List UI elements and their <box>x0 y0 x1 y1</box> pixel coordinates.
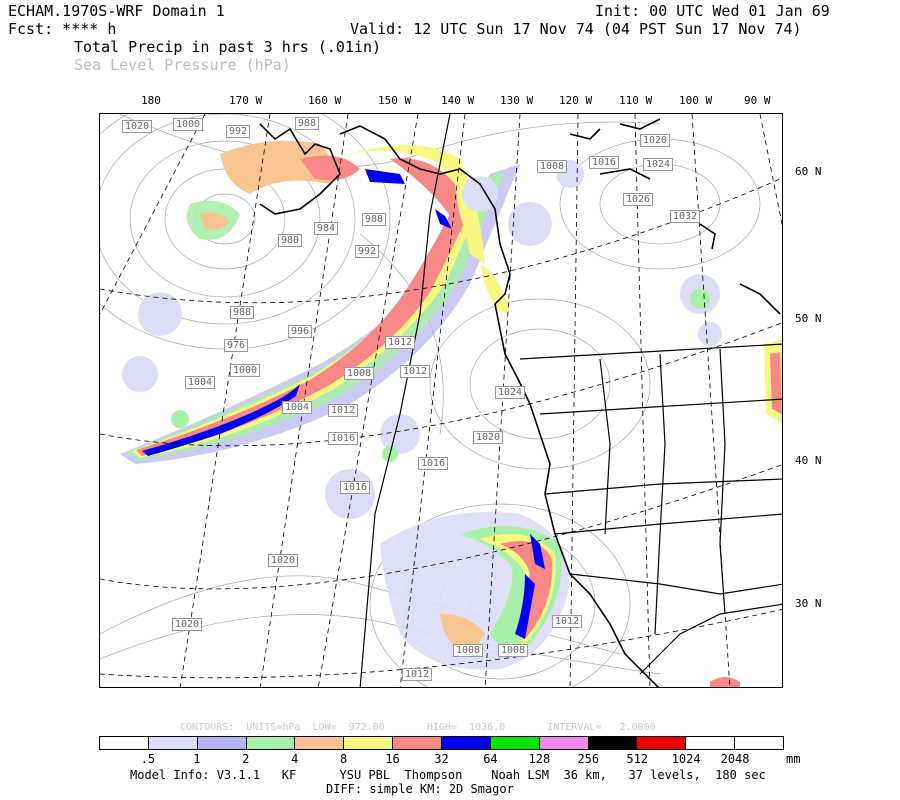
precip-east-edge <box>710 339 782 687</box>
colorbar-swatch <box>588 737 638 749</box>
precip-colorbar <box>99 736 784 750</box>
pressure-label: 1004 <box>185 376 216 389</box>
colorbar-swatch <box>490 737 540 749</box>
pressure-label: 988 <box>230 306 255 319</box>
lat-label: 60 N <box>795 165 822 178</box>
pressure-label: 992 <box>226 125 251 138</box>
colorbar-label: 512 <box>626 752 649 766</box>
model-info: Model Info: V3.1.1 KF YSU PBL Thompson N… <box>130 768 766 782</box>
pressure-label: 1008 <box>498 644 529 657</box>
colorbar-swatch <box>295 737 345 749</box>
model-title: ECHAM.1970S-WRF Domain 1 <box>8 2 225 20</box>
pressure-label: 988 <box>362 213 387 226</box>
colorbar-swatch <box>735 737 784 749</box>
lat-label: 30 N <box>795 597 822 610</box>
colorbar-label: 32 <box>434 752 449 766</box>
pressure-label: 1024 <box>643 158 674 171</box>
pressure-label: 1012 <box>402 668 433 681</box>
pressure-label: 1020 <box>172 618 203 631</box>
pressure-label: 1012 <box>328 404 359 417</box>
pressure-label: 996 <box>288 325 313 338</box>
field-precip-title: Total Precip in past 3 hrs (.01in) <box>74 38 382 56</box>
lon-label: 100 W <box>679 94 713 107</box>
colorbar-swatch <box>393 737 443 749</box>
pressure-label: 1012 <box>400 365 431 378</box>
field-slp-title: Sea Level Pressure (hPa) <box>74 56 291 74</box>
pressure-label: 1016 <box>328 432 359 445</box>
pressure-label: 1016 <box>589 156 620 169</box>
precip-south-cyclone <box>380 512 570 670</box>
precip-gulf-alaska <box>350 145 510 314</box>
lon-label: 90 W <box>744 94 771 107</box>
lon-label: 130 W <box>500 94 534 107</box>
pressure-label: 1008 <box>453 644 484 657</box>
lon-label: 160 W <box>308 94 342 107</box>
pressure-label: 1020 <box>473 431 504 444</box>
colorbar-swatch <box>442 737 491 749</box>
colorbar-label: 2048 <box>720 752 750 766</box>
pressure-label: 988 <box>295 117 320 130</box>
colorbar-label: 4 <box>291 752 299 766</box>
valid-time: Valid: 12 UTC Sun 17 Nov 74 (04 PST Sun … <box>350 20 802 38</box>
colorbar-label: 256 <box>577 752 600 766</box>
colorbar-label: 16 <box>385 752 400 766</box>
map-panel: 1020 1000 992 988 1020 1008 1016 1024 10… <box>99 113 783 688</box>
lon-label: 170 W <box>229 94 263 107</box>
pressure-label: 1008 <box>344 367 375 380</box>
lon-label: 140 W <box>441 94 475 107</box>
pressure-label: 1026 <box>623 193 654 206</box>
colorbar-swatch <box>344 737 394 749</box>
colorbar-label: 1 <box>193 752 201 766</box>
pressure-label: 1020 <box>268 554 299 567</box>
colorbar-label: 128 <box>528 752 551 766</box>
colorbar-units: mm <box>786 752 801 766</box>
lon-label: 150 W <box>378 94 412 107</box>
pressure-label: 980 <box>278 234 303 247</box>
colorbar-label: .5 <box>140 752 156 766</box>
pressure-label: 1032 <box>670 210 701 223</box>
colorbar-label: 2 <box>242 752 250 766</box>
pressure-label: 992 <box>355 245 380 258</box>
colorbar-swatch <box>100 737 149 749</box>
pressure-label: 1016 <box>340 481 371 494</box>
coastlines <box>259 114 781 687</box>
pressure-label: 1012 <box>385 336 416 349</box>
contours-info: CONTOURS: UNITS=hPa LOW= 972.00 HIGH= 10… <box>180 722 656 733</box>
pressure-label: 1004 <box>282 401 313 414</box>
pressure-label: 1016 <box>418 457 449 470</box>
pressure-label: 1012 <box>552 615 583 628</box>
colorbar-swatch <box>197 737 247 749</box>
colorbar-swatch <box>539 737 589 749</box>
colorbar-label: 64 <box>483 752 498 766</box>
pressure-label: 984 <box>314 222 339 235</box>
colorbar-swatch <box>246 737 296 749</box>
lon-label: 120 W <box>559 94 593 107</box>
forecast-hour: Fcst: **** h <box>8 20 117 38</box>
lon-label: 110 W <box>619 94 653 107</box>
state-borders <box>519 343 782 675</box>
diffusion-info: DIFF: simple KM: 2D Smagor <box>326 782 514 796</box>
map-canvas <box>100 114 782 687</box>
colorbar-swatch <box>148 737 198 749</box>
pressure-label: 1024 <box>495 386 526 399</box>
lat-label: 40 N <box>795 454 822 467</box>
pressure-label: 1000 <box>173 118 204 131</box>
pressure-label: 1008 <box>537 160 568 173</box>
lat-label: 50 N <box>795 312 822 325</box>
colorbar-swatch <box>637 737 687 749</box>
pressure-label: 1020 <box>640 134 671 147</box>
colorbar-swatch <box>686 737 736 749</box>
colorbar-label: 1024 <box>671 752 701 766</box>
colorbar-label: 8 <box>340 752 348 766</box>
init-time: Init: 00 UTC Wed 01 Jan 69 <box>595 2 830 20</box>
pressure-label: 976 <box>224 339 249 352</box>
lon-label: 180 <box>141 94 161 107</box>
pressure-label: 1020 <box>122 120 153 133</box>
pressure-label: 1000 <box>230 364 261 377</box>
